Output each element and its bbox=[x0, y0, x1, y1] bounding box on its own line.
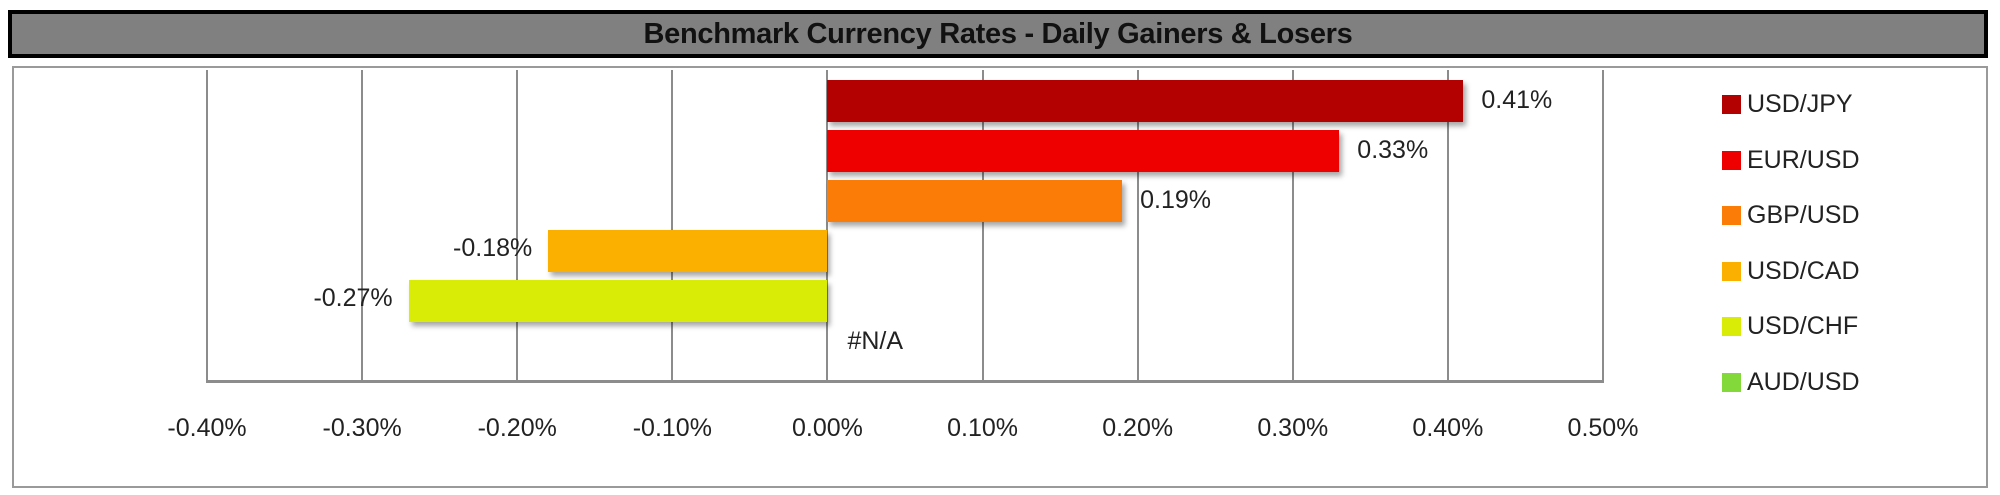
x-tick-label: 0.00% bbox=[791, 414, 863, 442]
gridline bbox=[1602, 70, 1604, 383]
gridline bbox=[981, 70, 984, 383]
x-tick-label: 0.50% bbox=[1567, 414, 1639, 442]
x-tick-label: -0.10% bbox=[632, 414, 712, 442]
gridline bbox=[826, 70, 829, 383]
legend-item: EUR/USD bbox=[1722, 146, 1860, 175]
legend-item: USD/CAD bbox=[1722, 257, 1860, 286]
legend-swatch-icon bbox=[1722, 373, 1741, 392]
gridline bbox=[1136, 70, 1139, 383]
plot-area: 0.41% 0.33% 0.19% -0.18% -0.27% #N/A bbox=[206, 70, 1604, 383]
bar-usd-jpy bbox=[827, 80, 1464, 122]
x-tick-label: 0.40% bbox=[1412, 414, 1484, 442]
x-axis-line bbox=[207, 380, 1603, 383]
gridline bbox=[206, 70, 208, 383]
gridline bbox=[1291, 70, 1294, 383]
chart-title-bar: Benchmark Currency Rates - Daily Gainers… bbox=[8, 10, 1988, 58]
legend-item: USD/CHF bbox=[1722, 312, 1858, 341]
bar-gbp-usd bbox=[827, 180, 1123, 222]
legend-label: USD/CHF bbox=[1747, 312, 1859, 341]
bar-usd-cad bbox=[548, 230, 828, 272]
x-tick-label: 0.20% bbox=[1102, 414, 1174, 442]
legend-label: USD/CAD bbox=[1747, 256, 1860, 285]
data-label: -0.27% bbox=[313, 284, 393, 312]
legend-swatch-icon bbox=[1722, 261, 1741, 281]
data-label: 0.19% bbox=[1140, 186, 1212, 214]
data-label: 0.41% bbox=[1481, 86, 1553, 114]
gridline bbox=[671, 70, 674, 383]
legend-label: EUR/USD bbox=[1747, 145, 1860, 174]
gridline bbox=[361, 70, 364, 383]
legend-swatch-icon bbox=[1722, 206, 1741, 226]
gridline bbox=[1446, 70, 1449, 383]
x-tick-label: 0.10% bbox=[947, 414, 1018, 442]
data-label-na: #N/A bbox=[847, 327, 904, 355]
legend-item: USD/JPY bbox=[1722, 90, 1853, 119]
x-tick-label: -0.30% bbox=[322, 414, 402, 442]
gridline bbox=[516, 70, 519, 383]
bar-usd-chf bbox=[408, 280, 828, 322]
bar-eur-usd bbox=[827, 130, 1340, 172]
legend-label: AUD/USD bbox=[1747, 368, 1860, 396]
legend-item: AUD/USD bbox=[1722, 368, 1860, 397]
data-label: -0.18% bbox=[453, 234, 533, 262]
x-tick-label: -0.40% bbox=[167, 414, 247, 442]
legend-item: GBP/USD bbox=[1722, 201, 1860, 230]
data-label: 0.33% bbox=[1357, 136, 1429, 164]
legend-label: GBP/USD bbox=[1747, 201, 1860, 230]
legend-swatch-icon bbox=[1722, 95, 1741, 114]
legend-label: USD/JPY bbox=[1747, 90, 1853, 118]
x-tick-label: -0.20% bbox=[477, 414, 557, 442]
legend-swatch-icon bbox=[1722, 317, 1741, 337]
chart-title: Benchmark Currency Rates - Daily Gainers… bbox=[643, 17, 1353, 50]
legend-swatch-icon bbox=[1722, 150, 1741, 170]
x-tick-label: 0.30% bbox=[1257, 414, 1329, 442]
